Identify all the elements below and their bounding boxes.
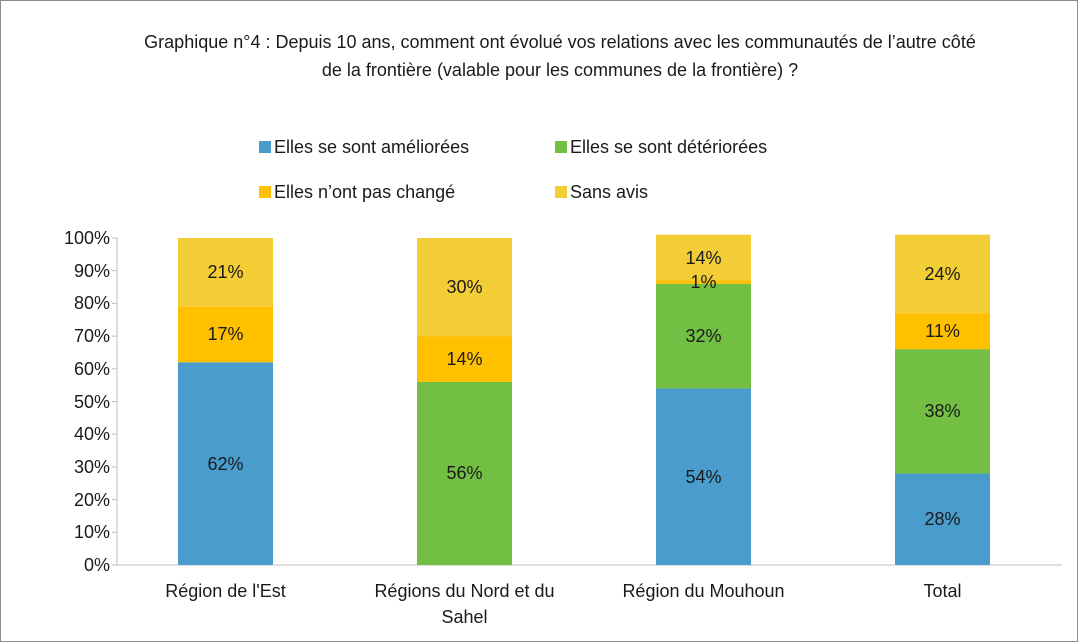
data-label: 1% <box>690 272 717 293</box>
data-label: 32% <box>685 326 722 347</box>
bar-segment <box>895 313 990 350</box>
data-label: 38% <box>924 401 961 422</box>
bar-segment <box>178 306 273 363</box>
bar-segment <box>656 234 751 281</box>
y-tick-label: 80% <box>73 293 110 314</box>
legend-swatch <box>555 186 567 198</box>
bar-segment <box>417 238 512 337</box>
bar-segment <box>656 280 751 284</box>
y-tick-label: 0% <box>83 555 110 575</box>
bar-segment <box>895 349 990 474</box>
data-label: 21% <box>207 262 244 283</box>
legend-label: Elles n’ont pas changé <box>274 182 456 202</box>
x-tick-label: Région de l'Est <box>165 581 286 601</box>
y-tick-label: 70% <box>73 326 110 347</box>
legend-swatch <box>259 141 271 153</box>
data-label: 28% <box>924 509 961 530</box>
data-label: 14% <box>685 247 722 268</box>
bar-segment <box>417 381 512 565</box>
legend-swatch <box>259 186 271 198</box>
y-tick-label: 30% <box>73 456 110 477</box>
y-tick-label: 40% <box>73 424 110 445</box>
data-label: 17% <box>207 324 244 345</box>
chart-title: Graphique n°4 : Depuis 10 ans, comment o… <box>144 32 976 80</box>
bar-segment <box>656 283 751 389</box>
data-label: 24% <box>924 263 961 284</box>
bar-segment <box>178 362 273 565</box>
data-label: 54% <box>685 466 722 487</box>
y-tick-label: 60% <box>73 358 110 379</box>
bar-segment <box>656 388 751 565</box>
bar-segment <box>895 234 990 314</box>
bar-segment <box>895 473 990 565</box>
y-tick-label: 100% <box>63 228 110 248</box>
x-tick-label: Total <box>923 581 962 601</box>
bar-segment <box>178 238 273 307</box>
bar-segment <box>417 336 512 382</box>
data-label: 30% <box>446 277 483 298</box>
y-tick-label: 50% <box>73 391 110 412</box>
data-label: 56% <box>446 463 483 484</box>
data-label: 11% <box>925 321 960 342</box>
data-label: 14% <box>446 348 483 369</box>
legend-label: Elles se sont détériorées <box>570 137 768 157</box>
legend-label: Sans avis <box>570 182 649 202</box>
x-tick-label: Région du Mouhoun <box>622 581 785 601</box>
legend-swatch <box>555 141 567 153</box>
y-tick-label: 20% <box>73 489 110 510</box>
x-tick-label: Régions du Nord et du Sahel <box>374 581 555 627</box>
y-tick-label: 90% <box>73 260 110 281</box>
data-label: 62% <box>207 453 244 474</box>
y-tick-label: 10% <box>73 522 110 543</box>
legend-label: Elles se sont améliorées <box>274 137 470 157</box>
